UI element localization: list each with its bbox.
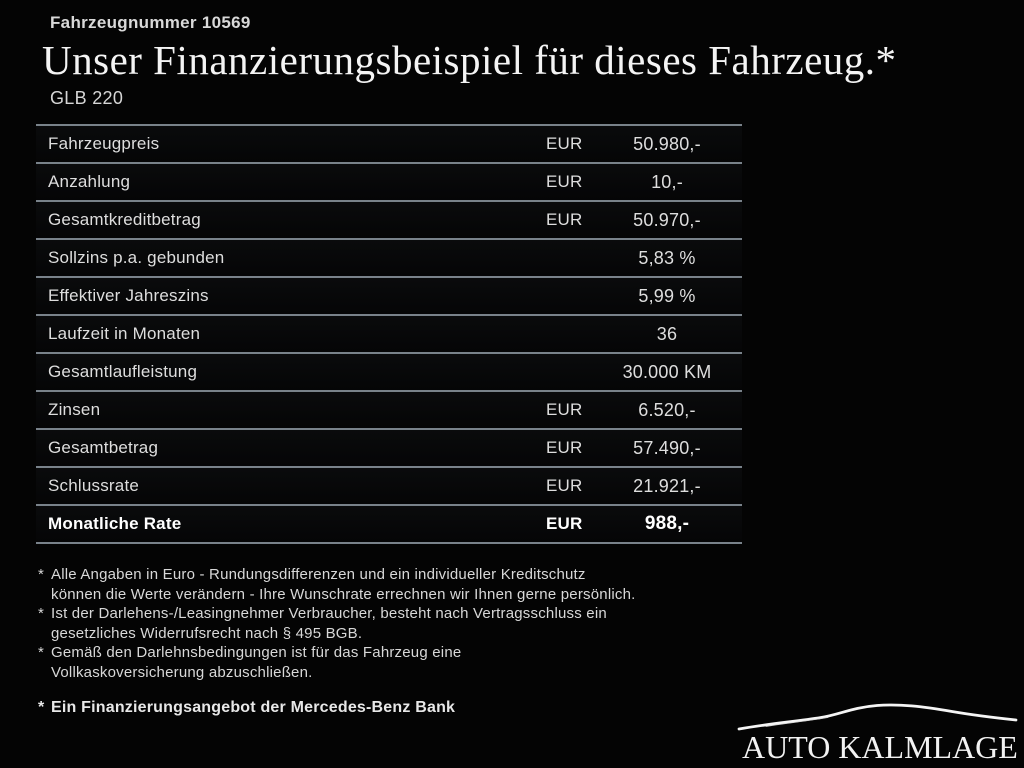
vehicle-model: GLB 220	[50, 88, 124, 109]
footnote-vollkasko: * Gemäß den Darlehnsbedingungen ist für …	[38, 643, 762, 682]
footnote-rounding: * Alle Angaben in Euro - Rundungsdiffere…	[38, 565, 762, 604]
row-label: Sollzins p.a. gebunden	[48, 248, 225, 268]
table-row-zinsen: Zinsen EUR 6.520,-	[36, 392, 742, 431]
table-row-laufzeit: Laufzeit in Monaten 36	[36, 316, 742, 355]
row-value: 5,99 %	[638, 285, 696, 306]
sheet-content: Fahrzeugnummer 10569 Unser Finanzierungs…	[36, 13, 1024, 717]
row-label: Laufzeit in Monaten	[48, 324, 201, 344]
row-label: Schlussrate	[48, 476, 140, 496]
row-currency: EUR	[546, 400, 583, 420]
row-currency: EUR	[546, 172, 583, 192]
footnote-line: Vollkaskoversicherung abzuschließen.	[51, 663, 313, 681]
bank-note-text: Ein Finanzierungsangebot der Mercedes-Be…	[51, 699, 456, 717]
vehicle-number: Fahrzeugnummer 10569	[50, 13, 251, 32]
row-value: 36	[656, 323, 678, 344]
footnote-line: können die Werte verändern - Ihre Wunsch…	[51, 585, 636, 603]
row-value: 6.520,-	[638, 399, 696, 420]
row-label: Gesamtbetrag	[48, 438, 159, 458]
row-currency: EUR	[546, 476, 583, 496]
row-value: 21.921,-	[633, 475, 701, 496]
table-row-anzahlung: Anzahlung EUR 10,-	[36, 164, 742, 203]
row-label: Monatliche Rate	[48, 514, 182, 534]
car-silhouette-icon	[730, 702, 1024, 734]
table-row-gesamtkreditbetrag: Gesamtkreditbetrag EUR 50.970,-	[36, 202, 742, 241]
row-currency: EUR	[546, 438, 583, 458]
table-row-schlussrate: Schlussrate EUR 21.921,-	[36, 468, 742, 507]
row-value: 10,-	[651, 171, 683, 192]
asterisk-marker: *	[38, 644, 45, 662]
row-value: 5,83 %	[638, 247, 696, 268]
asterisk-marker: *	[38, 605, 45, 623]
footnote-line: gesetzliches Widerrufsrecht nach § 495 B…	[51, 624, 363, 642]
dealer-logo: AUTO KALMLAGE	[730, 702, 1024, 763]
page-title: Unser Finanzierungsbeispiel für dieses F…	[42, 37, 897, 83]
table-row-effektiver-jahreszins: Effektiver Jahreszins 5,99 %	[36, 278, 742, 317]
row-value: 50.980,-	[633, 133, 701, 154]
row-value: 30.000 KM	[622, 361, 712, 382]
row-currency: EUR	[546, 134, 583, 154]
row-currency: EUR	[546, 514, 583, 534]
row-label: Gesamtlaufleistung	[48, 362, 198, 382]
table-row-monatliche-rate: Monatliche Rate EUR 988,-	[36, 506, 742, 545]
footnote-line: Ist der Darlehens-/Leasingnehmer Verbrau…	[51, 605, 607, 623]
row-label: Zinsen	[48, 400, 101, 420]
table-row-sollzins: Sollzins p.a. gebunden 5,83 %	[36, 240, 742, 279]
asterisk-marker: *	[38, 566, 45, 584]
footnotes: * Alle Angaben in Euro - Rundungsdiffere…	[38, 565, 762, 682]
table-row-gesamtbetrag: Gesamtbetrag EUR 57.490,-	[36, 430, 742, 469]
footnote-line: Alle Angaben in Euro - Rundungsdifferenz…	[51, 566, 586, 584]
row-label: Effektiver Jahreszins	[48, 286, 209, 306]
dealer-name: AUTO KALMLAGE	[742, 729, 1018, 765]
footnote-line: Gemäß den Darlehnsbedingungen ist für da…	[51, 644, 462, 662]
asterisk-marker: *	[38, 699, 45, 717]
row-label: Anzahlung	[48, 172, 131, 192]
row-value: 988,-	[644, 513, 690, 535]
bank-note: * Ein Finanzierungsangebot der Mercedes-…	[38, 699, 1024, 717]
table-row-fahrzeugpreis: Fahrzeugpreis EUR 50.980,-	[36, 126, 742, 165]
table-row-gesamtlaufleistung: Gesamtlaufleistung 30.000 KM	[36, 354, 742, 393]
finance-table: Fahrzeugpreis EUR 50.980,- Anzahlung EUR…	[36, 124, 742, 545]
footnote-widerrufsrecht: * Ist der Darlehens-/Leasingnehmer Verbr…	[38, 604, 762, 643]
row-label: Gesamtkreditbetrag	[48, 210, 201, 230]
row-label: Fahrzeugpreis	[48, 134, 160, 154]
row-value: 50.970,-	[633, 209, 701, 230]
row-currency: EUR	[546, 210, 583, 230]
row-value: 57.490,-	[633, 437, 701, 458]
